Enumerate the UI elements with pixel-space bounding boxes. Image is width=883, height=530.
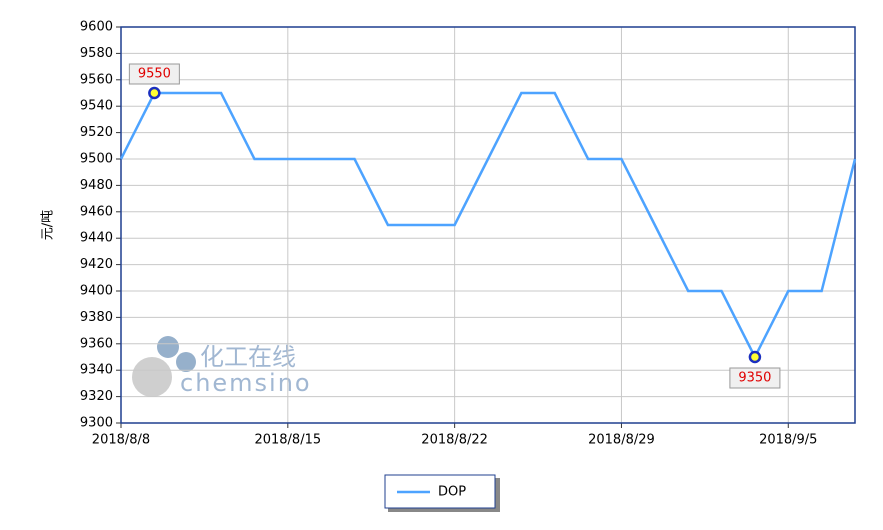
- y-tick-label: 9360: [80, 336, 113, 351]
- x-tick-label: 2018/9/5: [759, 433, 817, 448]
- x-tick-label: 2018/8/29: [588, 433, 655, 448]
- y-tick-label: 9300: [80, 416, 113, 431]
- y-tick-label: 9500: [80, 152, 113, 167]
- watermark-logo: [176, 352, 196, 372]
- watermark-text: chemsino: [180, 369, 312, 397]
- x-tick-label: 2018/8/15: [254, 433, 321, 448]
- plot-border: [120, 26, 856, 424]
- extreme-marker: [148, 86, 161, 100]
- y-tick-label: 9400: [80, 284, 113, 299]
- extreme-marker: [748, 350, 762, 364]
- watermark-logo: [157, 336, 179, 358]
- data-line: [119, 91, 857, 360]
- y-axis-label: 元/吨: [41, 210, 56, 240]
- y-tick-label: 9520: [80, 125, 113, 140]
- y-tick-label: 9420: [80, 257, 113, 272]
- y-tick-label: 9480: [80, 178, 113, 193]
- legend-label: DOP: [438, 485, 466, 500]
- value-label: 9350: [738, 371, 771, 386]
- y-tick-label: 9560: [80, 72, 113, 87]
- y-tick-label: 9600: [80, 20, 113, 35]
- y-tick-label: 9340: [80, 363, 113, 378]
- value-label-box: [729, 367, 781, 389]
- value-label: 9550: [138, 67, 171, 82]
- y-tick-label: 9580: [80, 46, 113, 61]
- value-label-box: [128, 63, 180, 85]
- y-tick-label: 9440: [80, 231, 113, 246]
- watermark-text: 化工在线: [200, 343, 296, 371]
- x-tick-label: 2018/8/22: [421, 433, 488, 448]
- y-tick-label: 9540: [80, 99, 113, 114]
- x-tick-label: 2018/8/8: [92, 433, 150, 448]
- y-tick-label: 9460: [80, 204, 113, 219]
- y-tick-label: 9380: [80, 310, 113, 325]
- watermark-logo: [132, 357, 172, 397]
- y-tick-label: 9320: [80, 389, 113, 404]
